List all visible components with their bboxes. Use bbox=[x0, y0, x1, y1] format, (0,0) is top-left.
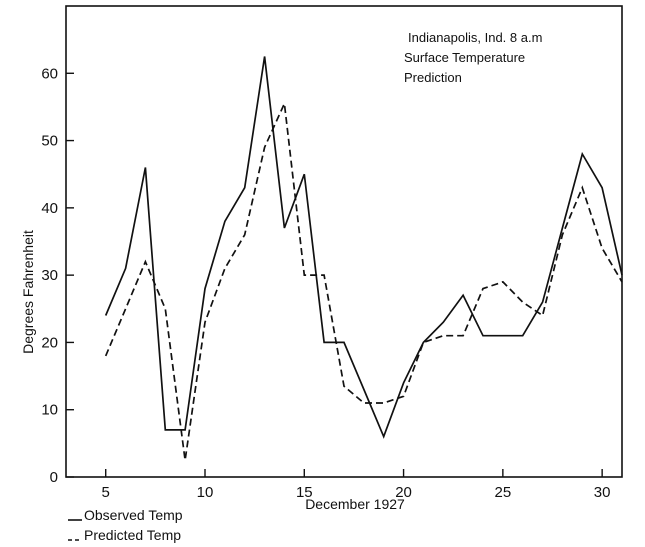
x-tick-label-30: 30 bbox=[594, 484, 611, 501]
x-axis-title: December 1927 bbox=[305, 496, 405, 512]
annotation-line-2: Surface Temperature bbox=[404, 50, 525, 65]
y-tick-label-10: 10 bbox=[41, 402, 58, 419]
x-tick-label-25: 25 bbox=[495, 484, 512, 501]
annotation-line-1: Indianapolis, Ind. 8 a.m bbox=[408, 30, 542, 45]
observed-temp-line bbox=[104, 56, 623, 439]
y-tick-label-0: 0 bbox=[50, 469, 58, 486]
predicted-temp-line bbox=[104, 100, 623, 461]
y-tick-label-50: 50 bbox=[41, 133, 58, 150]
legend: Observed Temp Predicted Temp bbox=[68, 507, 183, 543]
tick-marks bbox=[66, 72, 603, 478]
y-tick-label-20: 20 bbox=[41, 334, 58, 351]
legend-observed-label: Observed Temp bbox=[84, 507, 183, 523]
tick-labels: 5 10 15 20 25 30 0 10 20 30 40 50 60 bbox=[41, 65, 610, 501]
x-tick-label-20: 20 bbox=[395, 484, 412, 501]
y-tick-label-40: 40 bbox=[41, 200, 58, 217]
annotation: Indianapolis, Ind. 8 a.m Surface Tempera… bbox=[404, 30, 542, 85]
plot-frame bbox=[65, 5, 623, 478]
axes bbox=[65, 5, 623, 478]
y-tick-label-60: 60 bbox=[41, 65, 58, 82]
series-lines bbox=[104, 56, 623, 461]
x-tick-label-10: 10 bbox=[197, 484, 214, 501]
y-tick-label-30: 30 bbox=[41, 267, 58, 284]
annotation-line-3: Prediction bbox=[404, 70, 462, 85]
legend-predicted-label: Predicted Temp bbox=[84, 527, 181, 543]
y-axis-title: Degrees Fahrenheit bbox=[20, 230, 36, 354]
x-tick-label-5: 5 bbox=[102, 484, 110, 501]
x-tick-label-15: 15 bbox=[296, 484, 313, 501]
